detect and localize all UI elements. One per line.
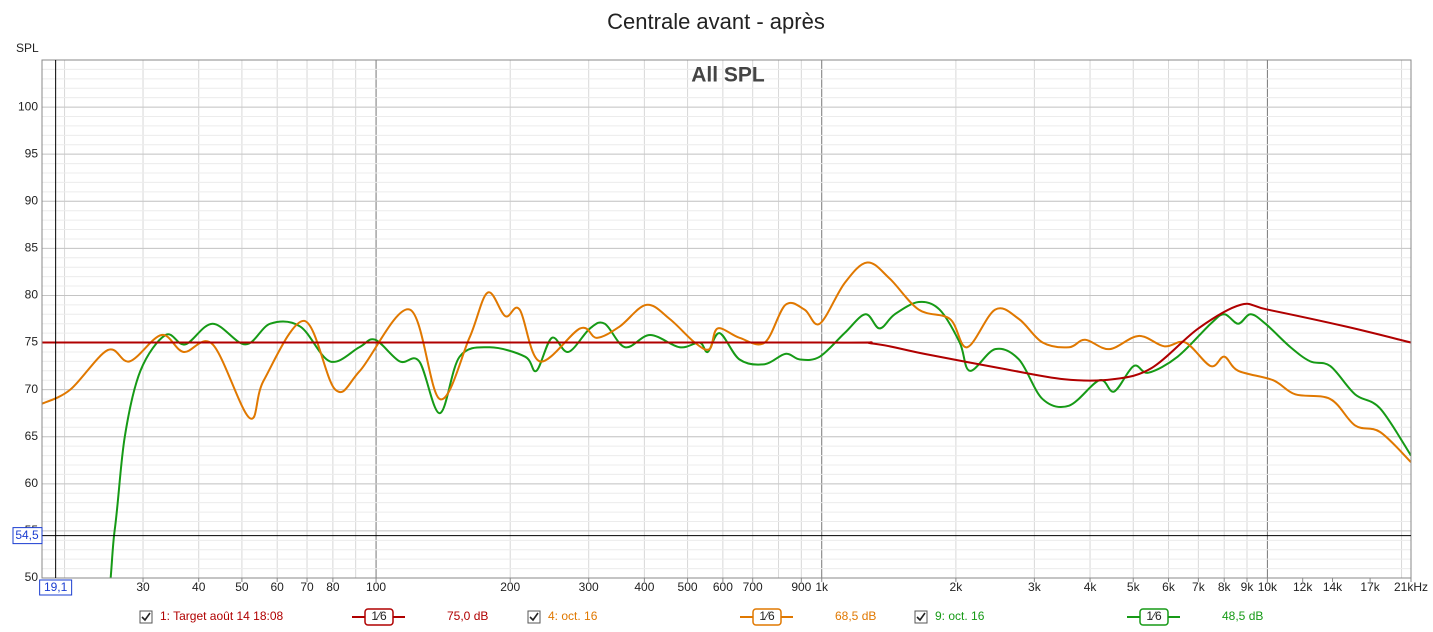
check bbox=[141, 612, 151, 622]
smoothing-box[interactable] bbox=[1139, 608, 1169, 626]
x-tick-label: 40 bbox=[192, 580, 206, 594]
y-tick-label: 65 bbox=[25, 429, 39, 443]
check bbox=[916, 612, 926, 622]
x-tick-label: 4k bbox=[1084, 580, 1098, 594]
x-tick-label: 2k bbox=[950, 580, 964, 594]
x-tick-label: 100 bbox=[366, 580, 386, 594]
page-title: Centrale avant - après bbox=[607, 9, 825, 34]
x-tick-label: 7k bbox=[1192, 580, 1206, 594]
smoothing-box[interactable] bbox=[752, 608, 782, 626]
x-tick-label: 12k bbox=[1293, 580, 1313, 594]
y-tick-label: 50 bbox=[25, 570, 39, 584]
y-tick-label: 85 bbox=[25, 241, 39, 255]
x-tick-label: 14k bbox=[1323, 580, 1343, 594]
x-tick-label: 9k bbox=[1241, 580, 1255, 594]
plot bbox=[42, 261, 1411, 578]
smoothing-box[interactable] bbox=[364, 608, 394, 626]
x-tick-label: 17k bbox=[1360, 580, 1380, 594]
y-tick-label: 80 bbox=[25, 288, 39, 302]
series-line bbox=[42, 302, 1411, 382]
y-tick-label: 90 bbox=[25, 193, 39, 207]
x-tick-label: 60 bbox=[271, 580, 285, 594]
x-tick-label: 900 bbox=[791, 580, 811, 594]
series-line bbox=[42, 261, 1411, 463]
x-tick-label: 600 bbox=[713, 580, 733, 594]
x-tick-label: 30 bbox=[136, 580, 150, 594]
y-axis-label: SPL bbox=[16, 41, 39, 55]
check bbox=[529, 612, 539, 622]
cursor-x-box bbox=[39, 579, 73, 596]
x-tick-label: 500 bbox=[678, 580, 698, 594]
legend-level: 48,5 dB bbox=[1222, 609, 1263, 623]
plot-frame bbox=[41, 59, 1412, 579]
smoothing-label: 1⁄6 bbox=[759, 609, 775, 623]
y-tick-label: 95 bbox=[25, 146, 39, 160]
grid bbox=[42, 60, 1411, 579]
y-tick-label: 100 bbox=[18, 99, 38, 113]
legend-name: 9: oct. 16 bbox=[935, 609, 985, 623]
x-tick-label: 700 bbox=[743, 580, 763, 594]
x-tick-label: 8k bbox=[1218, 580, 1232, 594]
legend-name: 4: oct. 16 bbox=[548, 609, 598, 623]
cursor-x-label: 19,1 bbox=[44, 580, 68, 594]
x-tick-label: 6k bbox=[1162, 580, 1176, 594]
legend-name: 1: Target août 14 18:08 bbox=[160, 609, 284, 623]
y-tick-label: 75 bbox=[25, 335, 39, 349]
cursor-y-box bbox=[12, 527, 43, 545]
legend-level: 75,0 dB bbox=[447, 609, 488, 623]
checkbox[interactable] bbox=[914, 610, 928, 624]
checkbox[interactable] bbox=[139, 610, 153, 624]
x-tick-label: 10k bbox=[1258, 580, 1278, 594]
x-tick-label: 3k bbox=[1028, 580, 1042, 594]
y-tick-label: 70 bbox=[25, 382, 39, 396]
x-tick-label: 21kHz bbox=[1394, 580, 1428, 594]
x-tick-label: 300 bbox=[579, 580, 599, 594]
legend-level: 68,5 dB bbox=[835, 609, 876, 623]
x-tick-label: 80 bbox=[326, 580, 340, 594]
x-tick-label: 5k bbox=[1127, 580, 1141, 594]
smoothing-label: 1⁄6 bbox=[371, 609, 387, 623]
checkbox[interactable] bbox=[527, 610, 541, 624]
x-tick-label: 1k bbox=[815, 580, 829, 594]
smoothing-label: 1⁄6 bbox=[1146, 609, 1162, 623]
x-tick-label: 200 bbox=[500, 580, 520, 594]
chart-title: All SPL bbox=[691, 64, 765, 87]
x-tick-label: 50 bbox=[235, 580, 249, 594]
x-tick-label: 70 bbox=[300, 580, 314, 594]
y-tick-label: 60 bbox=[25, 476, 39, 490]
cursor-y-label: 54,5 bbox=[15, 528, 39, 542]
x-tick-label: 400 bbox=[634, 580, 654, 594]
